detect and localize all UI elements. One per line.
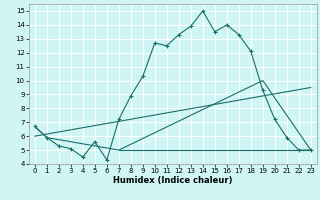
X-axis label: Humidex (Indice chaleur): Humidex (Indice chaleur) bbox=[113, 176, 233, 185]
